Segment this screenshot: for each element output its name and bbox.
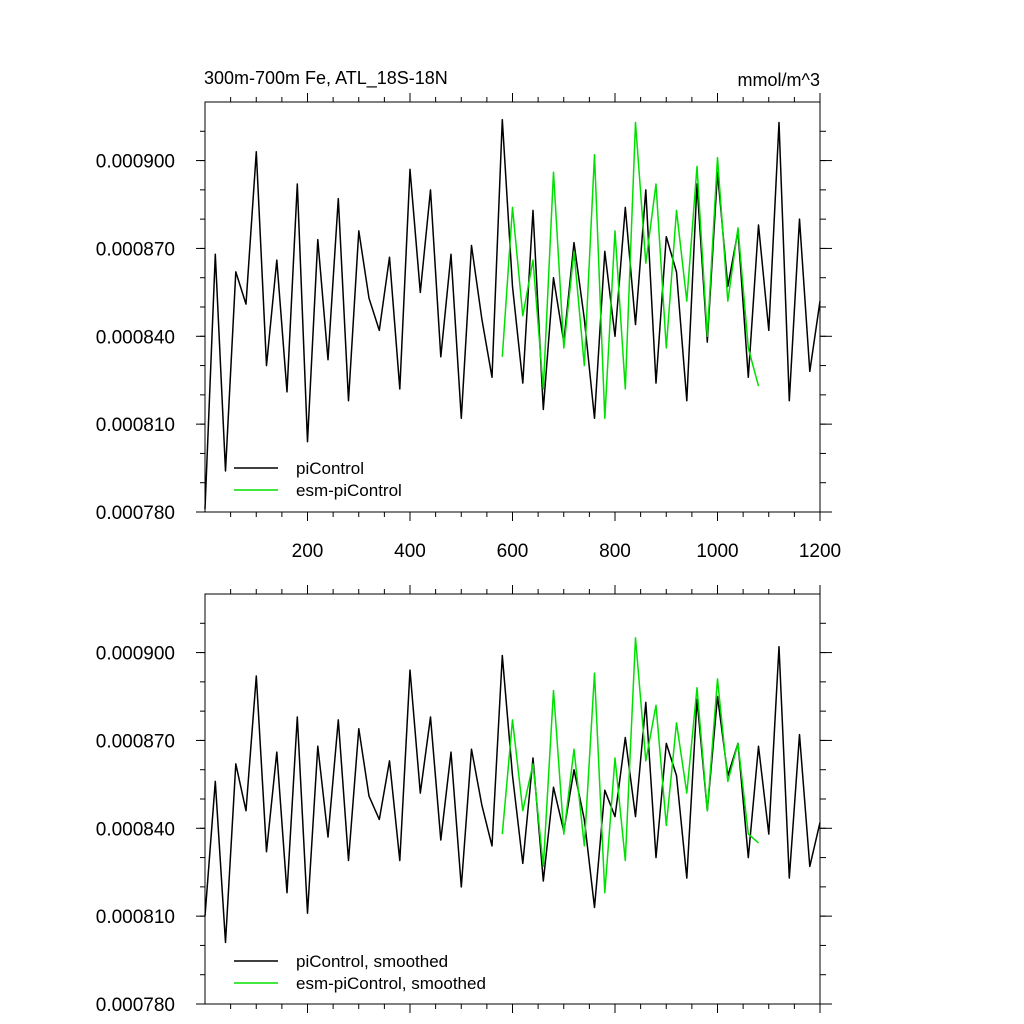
legend-label-esm-picontrol: esm-piControl [296,481,402,500]
y-tick-label: 0.000840 [96,819,175,840]
top-ticks: 200 400 600 800 1000 1200 0.000780 0.000810 0.00… [96,93,841,562]
top-legend: piControl esm-piControl [234,459,402,500]
x-tick-label: 800 [599,541,631,562]
y-tick-label: 0.000810 [96,415,175,436]
series-line-esm-picontrol [501,121,760,420]
x-tick-label: 1000 [696,541,738,562]
series-line-picontrol-smoothed [204,645,821,944]
series-line-picontrol [204,118,821,510]
x-tick-label: 400 [394,541,426,562]
units-label: mmol/m^3 [738,70,820,90]
top-panel: 200 400 600 800 1000 1200 0.000780 0.000810 0.00… [96,93,841,562]
y-tick-label: 0.000780 [96,995,175,1016]
chart-title: 300m-700m Fe, ATL_18S-18N [204,68,448,89]
legend-label-picontrol: piControl [296,459,364,478]
y-tick-label: 0.000810 [96,907,175,928]
bottom-ticks: 0.000780 0.000810 0.000840 0.000870 0.000900 [96,585,832,1016]
y-tick-label: 0.000870 [96,731,175,752]
y-tick-label: 0.000870 [96,239,175,260]
x-tick-label: 1200 [799,541,841,562]
y-tick-label: 0.000900 [96,152,175,173]
x-tick-label: 600 [497,541,529,562]
x-tick-label: 200 [292,541,324,562]
bottom-legend: piControl, smoothed esm-piControl, smoot… [234,952,486,993]
top-plot-frame [204,101,821,513]
y-tick-label: 0.000900 [96,644,175,665]
bottom-panel: 0.000780 0.000810 0.000840 0.000870 0.000900… [96,585,832,1016]
y-tick-label: 0.000780 [96,503,175,524]
bottom-plot-frame [204,593,821,1005]
bottom-lines [204,637,821,944]
legend-label-picontrol-smoothed: piControl, smoothed [296,952,448,971]
series-line-esm-picontrol-smoothed [501,637,759,894]
legend-label-esm-picontrol-smoothed: esm-piControl, smoothed [296,974,486,993]
top-lines [204,118,821,510]
y-tick-label: 0.000840 [96,327,175,348]
